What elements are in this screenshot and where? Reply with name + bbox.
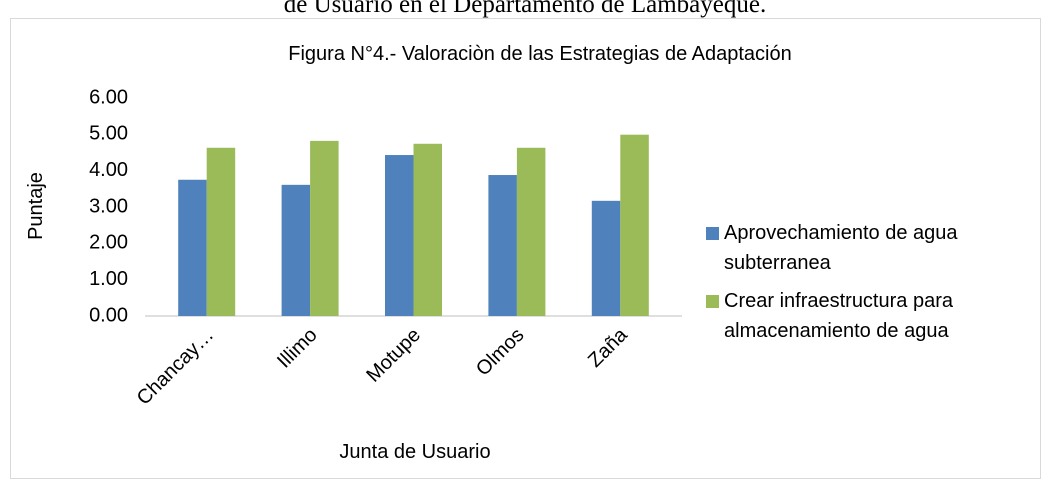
bar	[206, 147, 236, 316]
bar	[591, 200, 621, 316]
legend-label: Aprovechamiento de agua subterranea	[724, 222, 958, 274]
y-tick-label: 1.00	[89, 268, 128, 290]
legend-swatch	[706, 295, 719, 308]
legend-swatch	[706, 227, 719, 240]
x-tick-label: Illimo	[273, 324, 322, 373]
x-tick-label: Motupe	[362, 324, 425, 387]
legend-item: Aprovechamiento de agua subterranea	[706, 218, 1036, 278]
x-tick-label: Chancay…	[133, 324, 219, 410]
y-tick-label: 6.00	[89, 86, 128, 108]
y-tick-label: 0.00	[89, 304, 128, 326]
legend-item: Crear infraestructura para almacenamient…	[706, 286, 1036, 346]
bar	[178, 179, 207, 316]
x-tick-label: Zaña	[584, 323, 632, 371]
y-tick-label: 5.00	[89, 123, 128, 145]
bar	[310, 140, 339, 316]
y-tick-label: 2.00	[89, 232, 128, 254]
bar	[385, 155, 414, 316]
legend-label: Crear infraestructura para almacenamient…	[724, 290, 953, 342]
x-axis-label: Junta de Usuario	[339, 441, 490, 463]
chart-border	[10, 18, 1041, 479]
bar	[620, 134, 649, 316]
bar	[281, 184, 311, 316]
bar	[516, 147, 546, 316]
y-tick-label: 4.00	[89, 159, 128, 181]
y-tick-label: 3.00	[89, 195, 128, 217]
x-tick-label: Olmos	[472, 324, 528, 380]
bar	[488, 175, 517, 316]
chart-title: Figura N°4.- Valoraciòn de las Estrategi…	[288, 43, 791, 65]
y-axis-label: Puntaje	[25, 172, 47, 240]
caption: de Usuario en el Departamento de Lambaye…	[284, 0, 766, 18]
bar	[413, 143, 442, 316]
